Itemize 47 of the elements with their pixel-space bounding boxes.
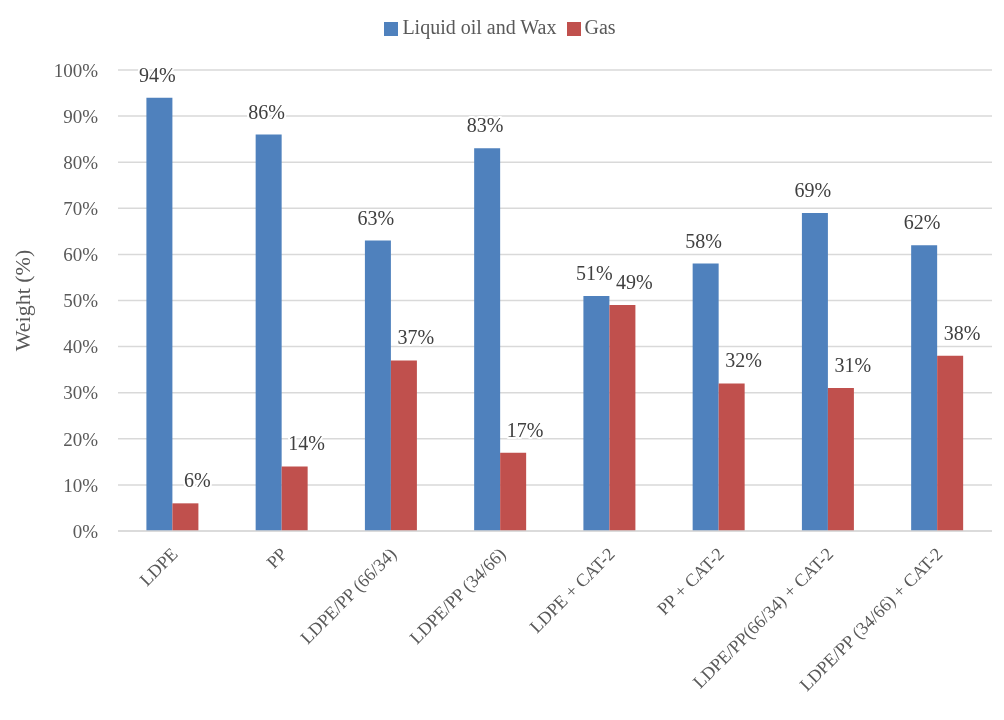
y-tick-label: 0% [72, 520, 99, 542]
bar [500, 452, 527, 531]
bar [692, 263, 719, 531]
data-label: 83% [466, 114, 504, 137]
data-label: 37% [397, 326, 435, 349]
bar [801, 212, 828, 531]
data-label: 58% [685, 229, 722, 252]
bar [474, 148, 501, 531]
bar [937, 355, 964, 531]
y-tick-label: 40% [63, 336, 99, 358]
data-label: 86% [248, 100, 285, 123]
bar [609, 305, 636, 531]
y-tick-label: 90% [63, 105, 99, 127]
bar [172, 503, 199, 531]
bar [911, 245, 938, 531]
y-tick-label: 50% [63, 290, 99, 312]
data-label: 14% [288, 432, 325, 455]
y-tick-label: 30% [63, 382, 99, 404]
legend-label: Gas [584, 16, 616, 38]
y-tick-label: 10% [63, 474, 99, 496]
bar [390, 360, 417, 531]
data-label: 17% [506, 418, 544, 441]
bar [718, 383, 745, 531]
data-label: 49% [616, 271, 653, 294]
y-tick-label: 100% [53, 59, 99, 81]
legend-label: Liquid oil and Wax [402, 16, 557, 38]
data-label: 31% [834, 354, 872, 377]
data-label: 38% [943, 321, 981, 344]
bar [255, 134, 282, 531]
bar [281, 466, 308, 531]
data-label: 94% [139, 63, 176, 86]
bar [146, 97, 173, 531]
y-axis-title: Weight (%) [9, 249, 35, 352]
data-label: 63% [357, 206, 395, 229]
data-label: 69% [794, 178, 832, 201]
data-label: 62% [903, 211, 941, 234]
bar [583, 295, 610, 531]
data-label: 51% [576, 261, 613, 284]
bar [364, 240, 391, 531]
x-tick-label: PP [262, 543, 291, 573]
y-tick-label: 70% [63, 198, 99, 220]
data-label: 6% [184, 469, 211, 492]
y-tick-label: 20% [63, 428, 99, 450]
bar [827, 388, 854, 531]
y-tick-label: 80% [63, 151, 99, 173]
data-label: 32% [725, 349, 762, 372]
y-tick-label: 60% [63, 244, 99, 266]
